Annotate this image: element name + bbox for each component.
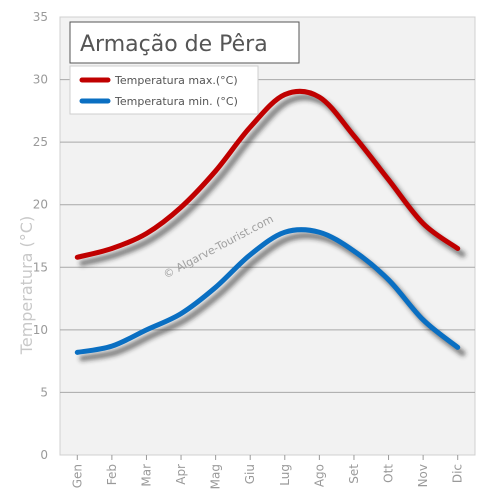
y-axis-label: Temperatura (°C) (17, 216, 36, 355)
y-tick-label: 15 (33, 260, 48, 274)
x-tick-label: Dic (451, 464, 465, 483)
x-tick-label: Ago (312, 464, 326, 487)
x-tick-label: Apr (174, 464, 188, 485)
chart-title: Armação de Pêra (80, 32, 268, 57)
y-axis-ticks: 0 5 10 15 20 25 30 35 (33, 10, 48, 462)
y-tick-label: 30 (33, 73, 48, 87)
grid (60, 79, 475, 393)
x-tick-label: Gen (70, 464, 84, 488)
legend-box (69, 65, 259, 115)
x-tick-label: Giu (243, 464, 257, 484)
y-tick-label: 35 (33, 10, 48, 24)
x-tick-label: Feb (105, 464, 119, 485)
y-tick-label: 10 (33, 323, 48, 337)
series-lines (74, 88, 461, 355)
x-tick-label: Set (347, 464, 361, 484)
series-line-max (74, 88, 461, 260)
y-tick-label: 5 (40, 385, 48, 399)
y-tick-label: 25 (33, 135, 48, 149)
legend-label: Temperatura max.(°C) (114, 74, 238, 87)
x-tick-label: Ott (382, 464, 396, 483)
title-box (69, 21, 300, 64)
x-tick-label: Lug (278, 464, 292, 486)
x-tick-label: Mag (209, 464, 223, 489)
legend-label: Temperatura min. (°C) (114, 95, 238, 108)
x-axis-ticks: Gen Feb Mar Apr Mag Giu Lug Ago Set Ott Nov Dic (70, 455, 465, 489)
series-line-min (74, 227, 461, 355)
x-tick-label: Mar (139, 464, 153, 487)
y-tick-label: 20 (33, 198, 48, 212)
x-tick-label: Nov (416, 464, 430, 487)
y-tick-label: 0 (40, 448, 48, 462)
legend: Temperatura max.(°C) Temperatura min. (°C… (79, 74, 238, 108)
